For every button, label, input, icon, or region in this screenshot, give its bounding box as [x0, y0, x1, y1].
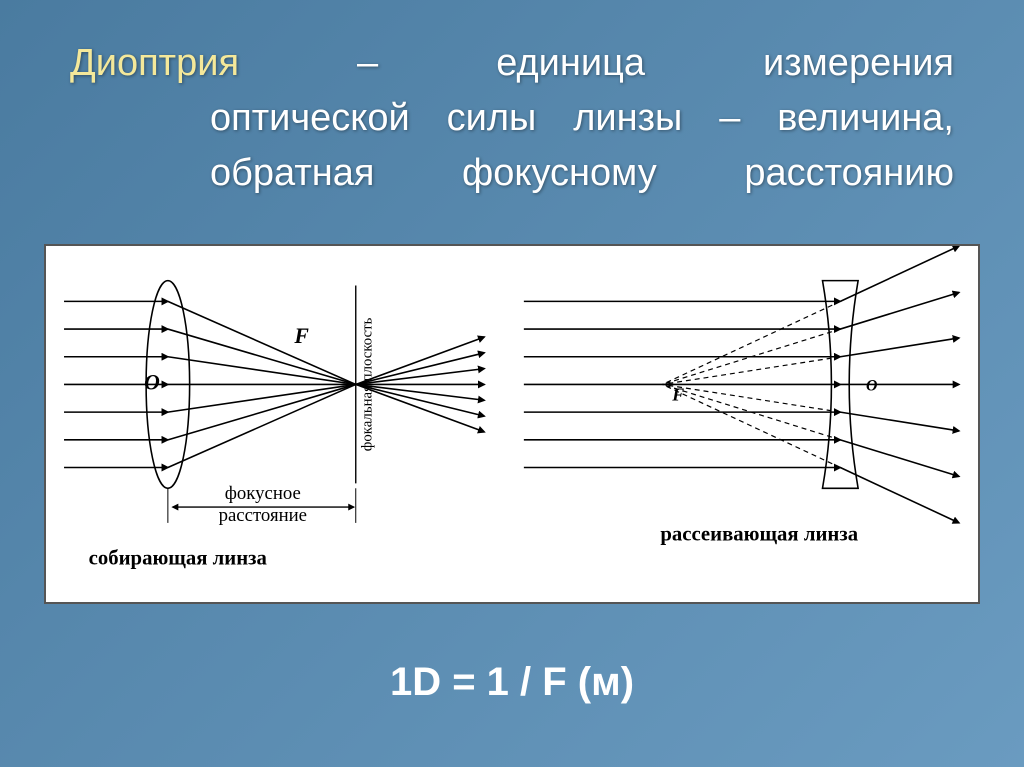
converging-lens-label: собирающая линза: [89, 547, 268, 569]
diagram-panel: O: [44, 244, 980, 604]
title-rest-1: – единица измерения: [357, 42, 954, 84]
title-line-1: Диоптрия – единица измерения: [70, 36, 954, 91]
diverging-o-symbol: O: [866, 377, 877, 394]
title-line-3: обратная фокусному расстоянию: [70, 146, 954, 201]
slide-title: Диоптрия – единица измерения оптической …: [0, 0, 1024, 211]
converging-lens-group: O: [64, 281, 484, 570]
diverging-lens-label: рассеивающая линза: [660, 524, 858, 546]
title-line-2: оптической силы линзы – величина,: [70, 91, 954, 146]
focal-plane-label: фокальная плоскость: [360, 317, 376, 451]
converging-f-symbol: F: [293, 324, 309, 348]
converging-o-symbol: O: [144, 370, 160, 394]
focal-label-1: фокусное: [225, 483, 301, 504]
lens-diagram-svg: O: [46, 246, 978, 602]
diverging-f-symbol: F: [671, 384, 684, 404]
diverging-rays: [524, 246, 959, 523]
converging-rays: [64, 301, 484, 467]
diverging-lens-group: O: [524, 246, 959, 546]
formula: 1D = 1 / F (м): [0, 660, 1024, 705]
title-highlight: Диоптрия: [70, 42, 239, 84]
focal-label-2: расстояние: [219, 505, 307, 526]
